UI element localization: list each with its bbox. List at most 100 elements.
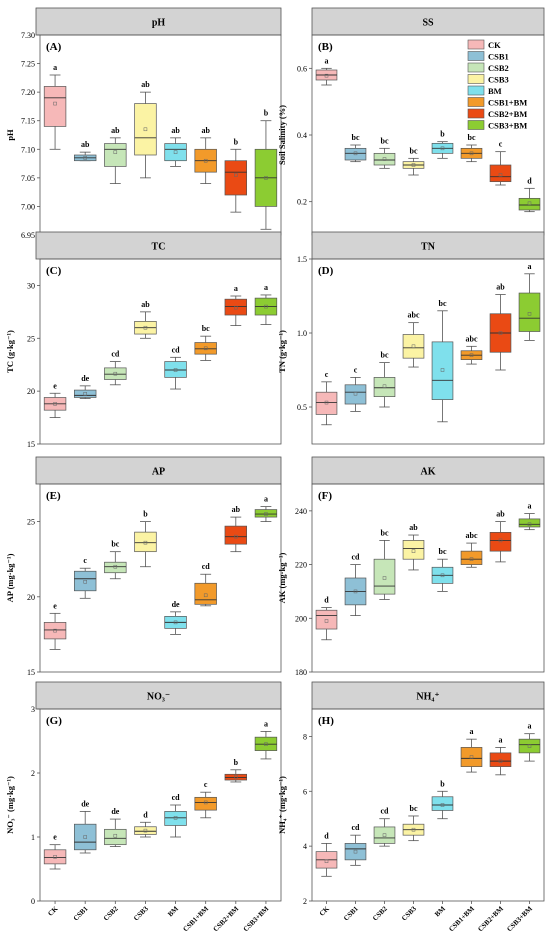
strip-header [311, 681, 545, 710]
significance-letter: a [234, 284, 238, 293]
mean-marker [469, 755, 474, 759]
significance-letter: a [499, 735, 503, 744]
box-6: cd [194, 562, 217, 607]
strip-title: TN [421, 242, 436, 253]
significance-letter: a [528, 262, 532, 271]
significance-letter: ab [496, 510, 505, 519]
mean-marker [382, 833, 387, 837]
significance-letter: c [83, 556, 87, 565]
significance-letter: bc [410, 146, 418, 155]
box-body [43, 86, 67, 127]
mean-marker [143, 127, 148, 132]
box-body [373, 377, 396, 397]
plot-frame [311, 483, 545, 673]
panel-h: NH₄⁺ 2 4 6 8 NH₄⁺ (mg·kg⁻¹) (H) d CK cd CSB1 cd CSB2… [277, 681, 545, 933]
panel-g: NO₃⁻ 0 1 2 3 NO₃⁻ (mg·kg⁻¹) (G) e CK de CSB1 de CSB2… [5, 681, 282, 933]
significance-letter: de [172, 600, 180, 609]
y-axis-label: NH₄⁺ (mg·kg⁻¹) [277, 776, 287, 834]
significance-letter: a [264, 719, 268, 728]
significance-letter: a [264, 283, 268, 292]
box-5: cd BM [164, 793, 187, 918]
strip-header [311, 231, 545, 260]
significance-letter: de [81, 799, 89, 808]
strip-title: NO₃⁻ [147, 692, 170, 703]
mean-marker [382, 384, 387, 389]
significance-letter: d [324, 831, 329, 840]
mean-marker [53, 402, 57, 406]
box-body [73, 389, 97, 398]
mean-marker [83, 835, 87, 839]
significance-letter: bc [381, 136, 389, 145]
box-4: bc CSB3 [400, 804, 425, 923]
significance-letter: bc [381, 528, 389, 537]
mean-marker [527, 201, 532, 206]
box-body [104, 561, 127, 574]
x-tick-label: CSB3 [400, 904, 418, 922]
box-4: ab [134, 300, 157, 339]
panel-label: (D) [318, 265, 334, 277]
significance-letter: b [440, 130, 445, 139]
x-tick-label: CSB2 [371, 904, 389, 922]
box-4: b [134, 510, 157, 568]
mean-marker [324, 400, 329, 405]
legend-swatch [467, 108, 485, 119]
y-tick-label: 7.15 [21, 117, 35, 126]
significance-letter: a [264, 495, 268, 504]
significance-letter: ab [409, 523, 418, 532]
y-tick-label: 0.2 [297, 198, 307, 207]
mean-marker [498, 538, 503, 543]
box-1: a [315, 56, 338, 86]
significance-letter: d [324, 596, 329, 605]
panel-label: (B) [318, 41, 333, 53]
box-6: bc [194, 324, 217, 361]
x-tick-label: CSB2+BM [212, 904, 241, 933]
box-5: ab [164, 126, 187, 167]
significance-letter: d [527, 176, 532, 185]
panel-label: (H) [318, 715, 334, 727]
box-3: ab [104, 126, 127, 184]
box-5: bc [431, 299, 454, 423]
significance-letter: cd [172, 793, 181, 802]
significance-letter: b [264, 109, 269, 118]
y-tick-label: 30 [27, 281, 35, 290]
significance-letter: a [528, 722, 532, 731]
mean-marker [469, 353, 474, 357]
box-6: ab [194, 126, 217, 184]
box-body [373, 826, 396, 844]
mean-marker [53, 101, 57, 106]
mean-marker [143, 540, 148, 545]
legend-swatch [467, 97, 485, 107]
significance-letter: ab [496, 283, 505, 292]
y-tick-label: 1.5 [297, 255, 307, 264]
box-2: de [73, 374, 97, 399]
box-3: bc [104, 540, 127, 580]
significance-letter: ab [171, 126, 180, 135]
significance-letter: bc [439, 299, 447, 308]
strip-header [35, 231, 282, 260]
x-tick-label: BM [166, 904, 180, 918]
y-tick-label: 7.25 [21, 60, 35, 69]
box-2: cd [344, 553, 367, 616]
legend-label: CK [488, 40, 501, 50]
y-tick-label: 6 [303, 787, 307, 796]
mean-marker [527, 522, 532, 527]
strip-title: TC [152, 242, 166, 253]
box-body [518, 738, 541, 754]
y-axis-label: pH [5, 129, 15, 141]
box-4: ab [402, 523, 425, 571]
box-body [164, 361, 187, 378]
box-5: de [164, 600, 187, 635]
mean-marker [353, 589, 358, 594]
significance-letter: b [143, 510, 148, 519]
significance-letter: bc [352, 133, 360, 142]
y-tick-label: 2 [303, 897, 307, 906]
box-6: abc [460, 531, 483, 568]
box-body [73, 570, 97, 592]
mean-marker [440, 146, 445, 151]
significance-letter: cd [381, 807, 390, 816]
box-5: bc [431, 547, 454, 592]
panel-f: AK 180 200 220 240 AK (mg·kg⁻¹) (F) d cd bc ab bc ab… [277, 456, 545, 677]
legend-label: CSB2+BM [488, 109, 527, 119]
box-3: cd [104, 350, 127, 386]
